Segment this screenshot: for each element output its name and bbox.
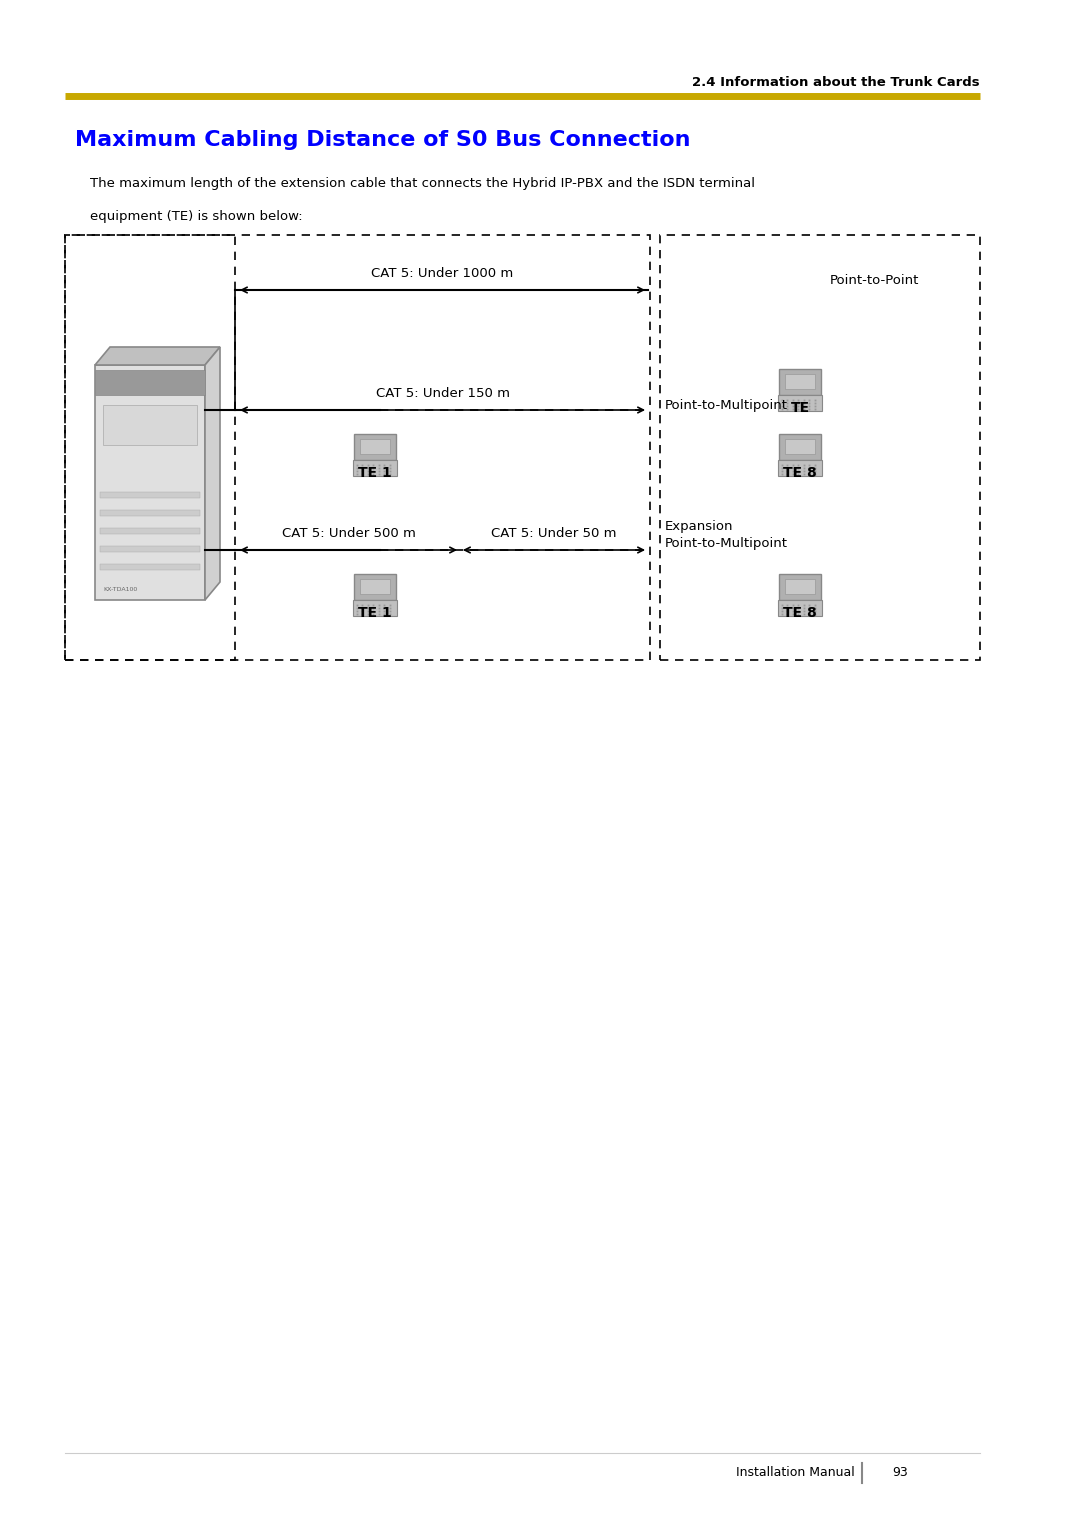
Bar [785,374,815,390]
Text: KX-TDA100: KX-TDA100 [103,587,137,591]
Bar [778,601,822,616]
Text: Maximum Cabling Distance of S0 Bus Connection: Maximum Cabling Distance of S0 Bus Conne… [75,130,690,150]
Text: CAT 5: Under 1000 m: CAT 5: Under 1000 m [372,267,514,280]
Bar [100,529,200,533]
Bar [95,365,205,601]
Text: 2.4 Information about the Trunk Cards: 2.4 Information about the Trunk Cards [692,75,980,89]
Text: Point-to-Multipoint: Point-to-Multipoint [665,399,788,411]
Bar [778,460,822,475]
Bar [779,434,821,460]
Bar [360,579,390,594]
Bar [354,575,396,601]
Text: The maximum length of the extension cable that connects the Hybrid IP-PBX and th: The maximum length of the extension cabl… [90,177,755,189]
Bar [103,405,197,445]
Bar [95,370,205,396]
Bar [100,510,200,516]
Bar [785,439,815,454]
Text: TE 1: TE 1 [359,466,392,480]
Text: CAT 5: Under 150 m: CAT 5: Under 150 m [376,387,510,400]
Bar [353,460,397,475]
Bar [360,439,390,454]
Text: Point-to-Point: Point-to-Point [831,274,919,287]
Bar [100,564,200,570]
Bar [785,579,815,594]
Text: Expansion
Point-to-Multipoint: Expansion Point-to-Multipoint [665,520,788,550]
Text: TE 8: TE 8 [783,607,816,620]
Text: TE 1: TE 1 [359,607,392,620]
Text: CAT 5: Under 500 m: CAT 5: Under 500 m [282,527,416,539]
Polygon shape [95,347,220,365]
Bar [65,235,650,660]
Polygon shape [205,347,220,601]
Text: Installation Manual: Installation Manual [737,1467,855,1479]
Bar [354,434,396,460]
Text: 93: 93 [892,1467,908,1479]
Text: equipment (TE) is shown below:: equipment (TE) is shown below: [90,209,302,223]
Text: TE 8: TE 8 [783,466,816,480]
Text: CAT 5: Under 50 m: CAT 5: Under 50 m [491,527,617,539]
Bar [660,235,980,660]
Bar [100,492,200,498]
Bar [65,235,235,660]
Bar [779,368,821,396]
Text: TE: TE [791,400,810,416]
Bar [100,545,200,552]
Bar [353,601,397,616]
Bar [778,396,822,411]
Bar [779,575,821,601]
